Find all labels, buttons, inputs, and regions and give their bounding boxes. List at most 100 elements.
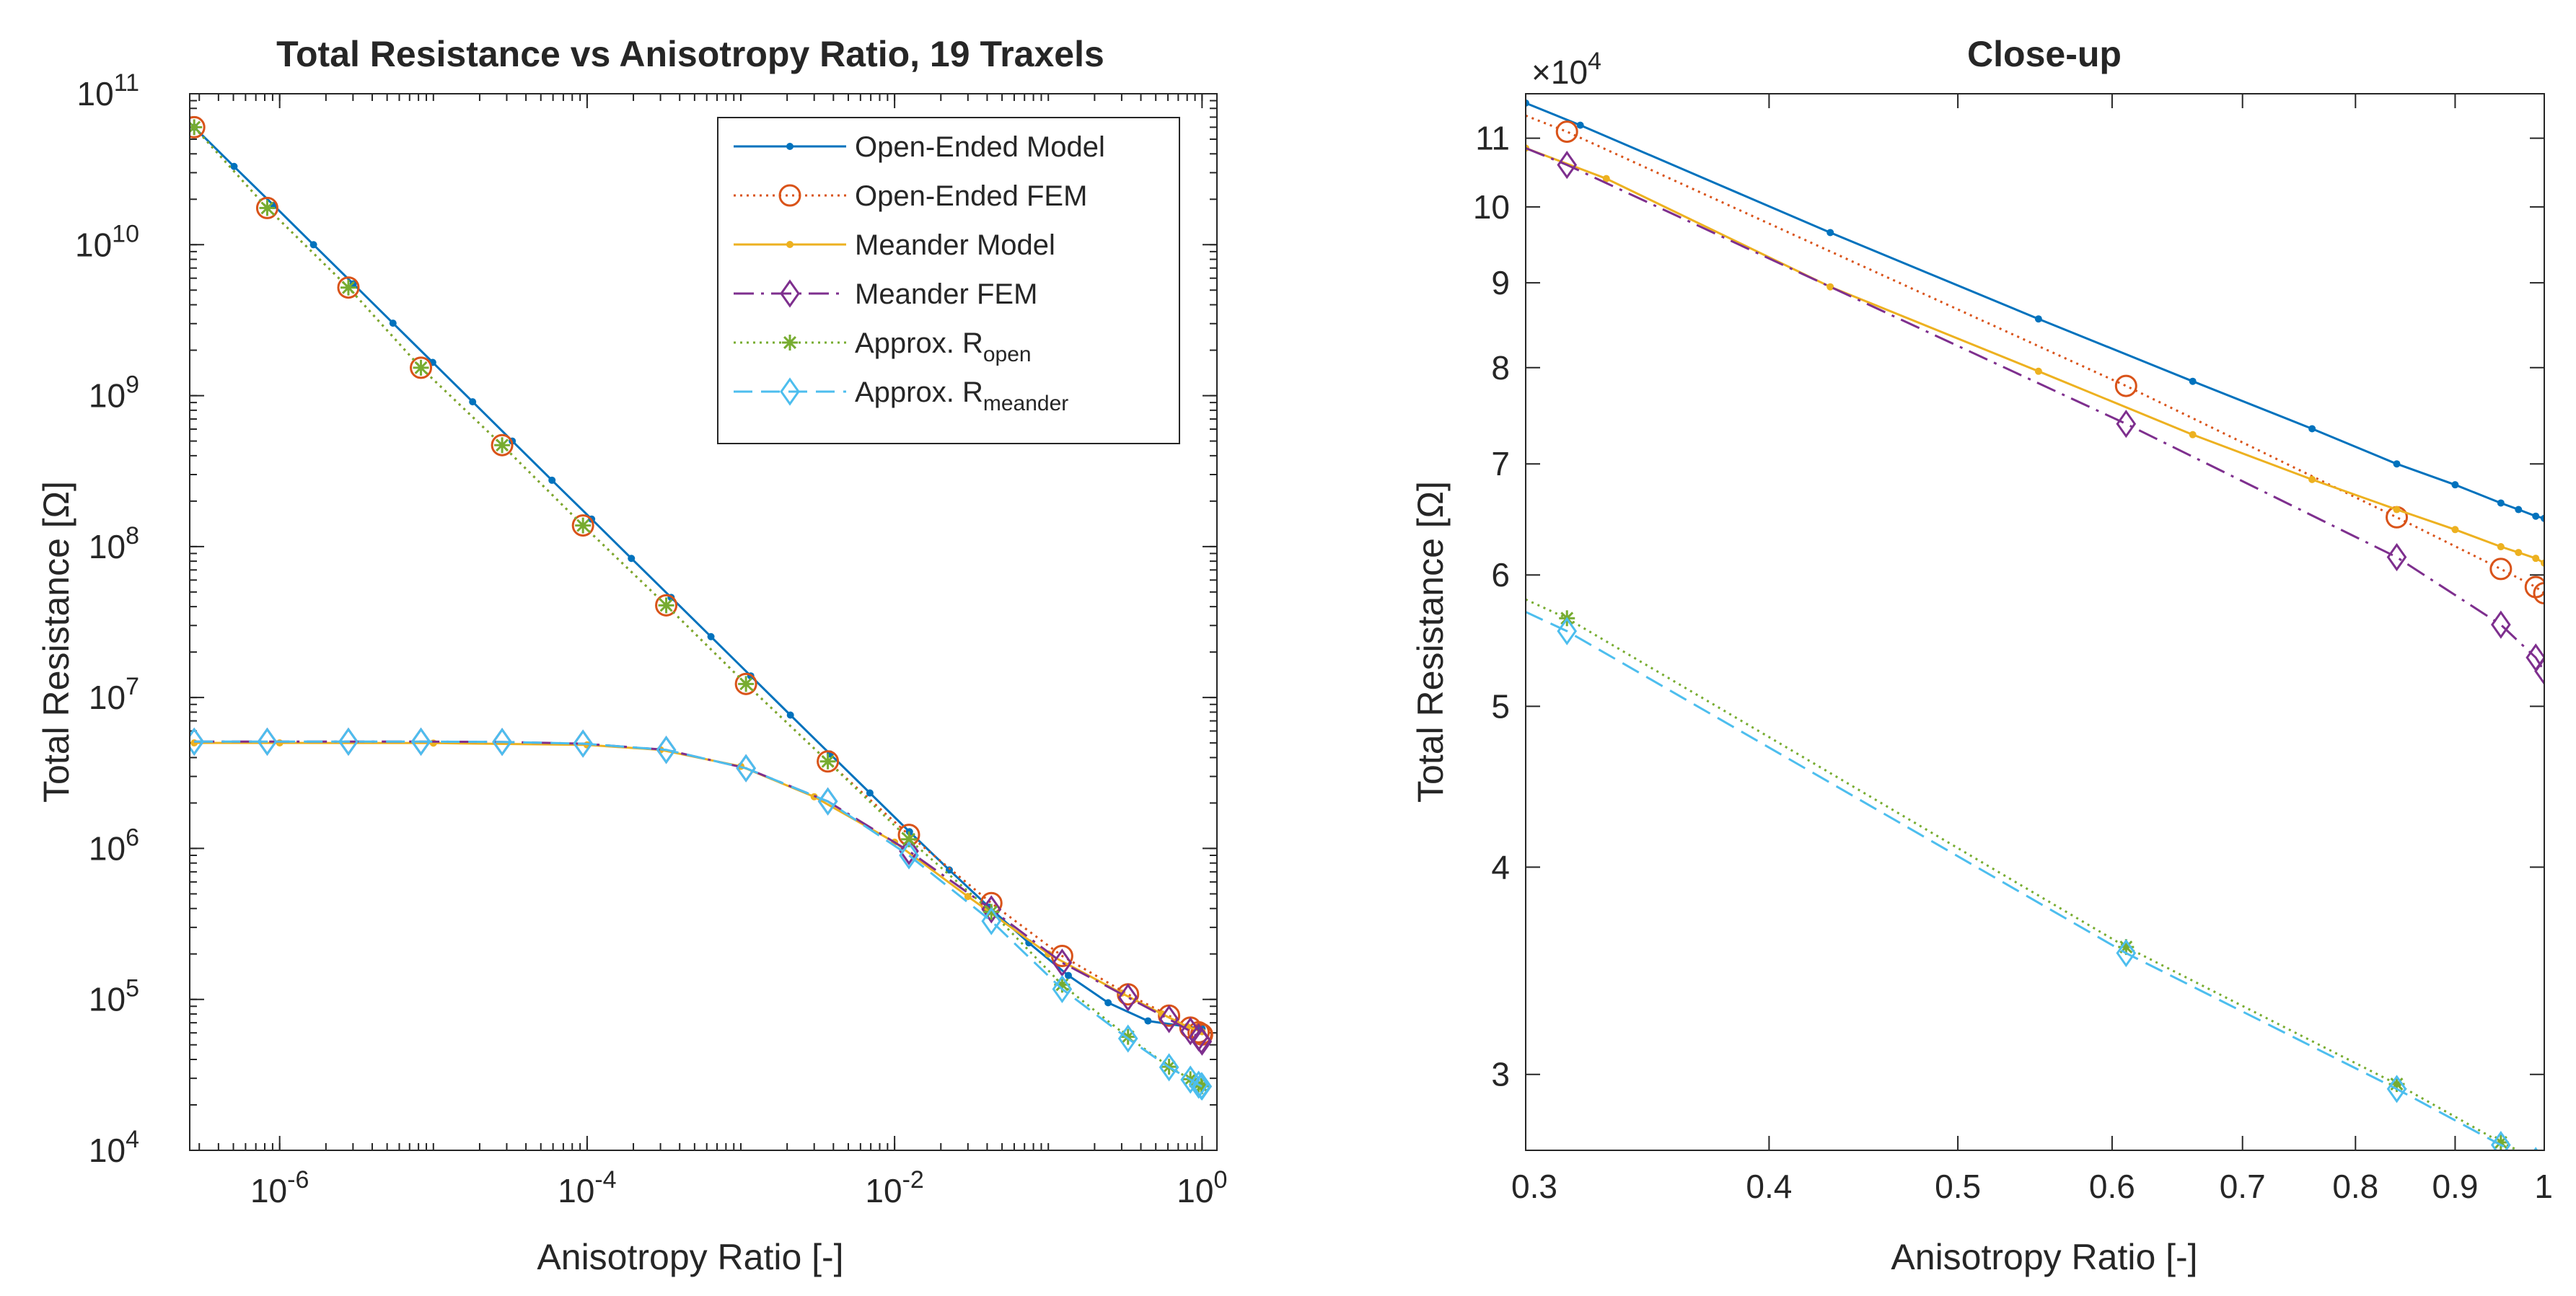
main-point-open_fem — [571, 514, 594, 537]
main-point-meander_model — [964, 893, 972, 901]
closeup-point-open_model — [2451, 481, 2459, 489]
closeup-series-meander_model — [1526, 144, 2544, 567]
closeup-point-meander_model — [2541, 559, 2544, 567]
main-point-approx_open — [1054, 977, 1071, 993]
main-point-open_model — [707, 632, 715, 640]
closeup-point-approx_meander — [2116, 938, 2137, 968]
legend-label-main-meander_fem: Meander FEM — [855, 278, 1037, 310]
closeup-point-open_fem — [2114, 374, 2137, 397]
main-point-meander_fem — [981, 895, 1002, 924]
main-point-open_fem — [337, 276, 360, 299]
closeup-y-multiplier: ×104 — [1531, 48, 1601, 91]
closeup-y-tick-label: 10 — [1473, 188, 1510, 226]
legend-label-main-meander_model: Meander Model — [855, 229, 1055, 261]
main-y-tick-label: 105 — [89, 975, 139, 1018]
closeup-series-line-meander_fem — [1526, 147, 2544, 672]
main-point-approx_meander — [1117, 1024, 1138, 1053]
main-y-tick-label-exponent: 11 — [114, 69, 139, 97]
main-x-tick-label-base: 10 — [250, 1172, 287, 1209]
main-point-approx_open — [413, 359, 429, 376]
closeup-y-tick-label: 3 — [1491, 1056, 1510, 1093]
closeup-chart-title: Close-up — [1967, 34, 2122, 74]
closeup-series-group — [1526, 99, 2552, 1169]
main-point-open_fem — [734, 672, 757, 695]
legend-label-main-approx_open: Approx. R — [855, 327, 983, 359]
closeup-point-approx_meander — [2491, 1131, 2511, 1150]
closeup-point-meander_model — [2451, 526, 2459, 534]
main-x-tick-label-exponent: -2 — [902, 1166, 924, 1194]
closeup-point-approx_open — [2536, 1153, 2552, 1169]
legend-item-meander_model: Meander Model — [734, 229, 1055, 261]
closeup-y-tick-label: 5 — [1491, 687, 1510, 725]
main-point-approx_open — [658, 597, 674, 614]
main-x-tick-label-base: 10 — [558, 1172, 594, 1209]
main-y-tick-label-base: 10 — [89, 981, 126, 1018]
main-point-open_model — [309, 241, 317, 249]
closeup-point-open_model — [2497, 499, 2505, 507]
closeup-point-approx_meander — [1557, 617, 1578, 645]
main-point-open_model — [1104, 999, 1112, 1007]
main-point-approx_meander — [190, 727, 205, 756]
legend-swatch-marker-approx_meander — [780, 377, 800, 406]
closeup-series-line-approx_meander — [1526, 611, 2515, 1150]
main-axes-box — [189, 93, 1218, 1151]
main-point-meander_fem — [899, 837, 919, 865]
main-point-approx_meander — [899, 841, 919, 870]
closeup-x-tick-label: 0.7 — [2220, 1168, 2266, 1205]
main-point-approx_meander — [410, 727, 431, 756]
main-y-tick-label: 104 — [89, 1126, 139, 1169]
main-y-tick-label-exponent: 10 — [112, 220, 139, 247]
closeup-chart-y-axis-label: Total Resistance [Ω] — [1410, 481, 1451, 803]
closeup-tick-marks — [1525, 94, 2545, 1150]
legend-swatch-marker-open_fem — [778, 184, 801, 207]
main-x-tick-label: 10-6 — [250, 1166, 309, 1209]
legend-label-open_model: Open-Ended Model — [855, 131, 1105, 163]
main-y-tick-label-base: 10 — [75, 226, 112, 263]
legend-swatch-marker-meander_fem — [780, 279, 800, 308]
main-point-open_model — [945, 866, 953, 874]
main-y-tick-label: 106 — [89, 824, 139, 867]
main-x-tick-label-base: 10 — [865, 1172, 902, 1209]
closeup-y-tick-label: 9 — [1491, 264, 1510, 301]
closeup-point-meander_model — [2393, 506, 2401, 513]
main-y-tick-label-base: 10 — [89, 377, 126, 415]
main-y-tick-label-base: 10 — [77, 75, 114, 113]
legend-label-approx_open: Approx. Ropen — [855, 327, 1032, 366]
main-legend-box — [717, 117, 1180, 444]
main-point-approx_meander — [1159, 1053, 1179, 1082]
closeup-point-meander_model — [1602, 175, 1610, 182]
closeup-point-meander_fem — [1557, 151, 1578, 180]
main-chart-panel: Total Resistance vs Anisotropy Ratio, 19… — [36, 34, 1227, 1277]
closeup-point-meander_model — [2497, 543, 2505, 551]
closeup-point-meander_model — [2308, 475, 2316, 483]
main-x-tick-label: 10-4 — [558, 1166, 616, 1209]
main-legend: Open-Ended Model Open-Ended FEM Meander Mo… — [717, 117, 1180, 444]
main-point-meander_fem — [1192, 1027, 1213, 1056]
main-y-tick-label-base: 10 — [89, 528, 126, 565]
main-point-meander_fem — [1117, 983, 1138, 1012]
closeup-series-open_model — [1526, 99, 2544, 522]
main-point-approx_open — [901, 831, 918, 847]
closeup-y-tick-label: 8 — [1491, 349, 1510, 387]
main-point-approx_open — [259, 200, 276, 216]
main-y-tick-label-exponent: 8 — [126, 522, 139, 550]
main-point-meander_fem — [1159, 1005, 1179, 1033]
closeup-point-open_model — [2541, 514, 2544, 522]
closeup-point-open_model — [1827, 229, 1834, 237]
closeup-point-approx_open — [2118, 939, 2135, 956]
main-point-open_model — [866, 789, 874, 797]
main-y-tick-label-exponent: 9 — [126, 371, 139, 399]
main-point-approx_open — [494, 437, 511, 454]
main-point-approx_meander — [1052, 974, 1073, 1004]
closeup-point-open_model — [1576, 121, 1584, 129]
main-point-approx_open — [575, 517, 592, 534]
legend-label-meander_fem: Meander FEM — [855, 278, 1037, 310]
main-y-tick-label: 108 — [89, 522, 139, 565]
closeup-point-open_model — [2308, 425, 2316, 433]
closeup-chart-panel: Close-up Anisotropy Ratio [-] Total Resi… — [1410, 34, 2553, 1277]
closeup-point-approx_meander — [2386, 1075, 2407, 1103]
main-y-tick-label: 1010 — [75, 220, 139, 263]
main-point-approx_meander — [656, 736, 677, 764]
